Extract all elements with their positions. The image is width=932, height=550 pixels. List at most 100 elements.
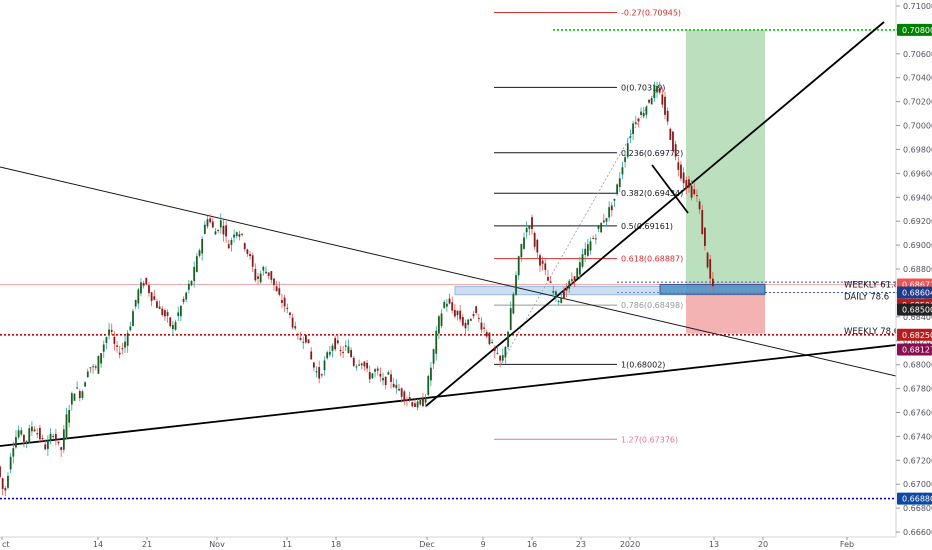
candle-body (411, 402, 414, 407)
candle-body (480, 322, 483, 330)
candle-body (533, 232, 536, 247)
candle-body (158, 306, 161, 309)
candle-body (140, 282, 142, 294)
fib-level-label: 1(0.68002) (621, 360, 665, 369)
candle-body (547, 276, 549, 281)
candle-body (624, 157, 626, 162)
candle-body (499, 355, 501, 361)
trend-line[interactable] (0, 166, 897, 377)
trend-line[interactable] (0, 344, 897, 447)
trend-line[interactable] (425, 21, 885, 407)
candle-body (472, 314, 475, 317)
candle-body (507, 331, 509, 347)
candle-body (254, 268, 257, 281)
candle-body (315, 371, 318, 373)
candle-body (586, 244, 589, 256)
candle-body (182, 298, 185, 302)
candle-body (302, 341, 305, 343)
candle-body (225, 225, 227, 237)
take-profit-zone[interactable] (686, 29, 765, 285)
candle-body (696, 195, 698, 197)
candle-body (584, 248, 587, 255)
candle-body (528, 225, 531, 229)
candle-body (1, 478, 4, 489)
price-tag-label: 0.68127 (902, 345, 932, 354)
candle-body (525, 228, 528, 233)
candle-body (15, 437, 17, 448)
candle-body (129, 326, 132, 331)
time-tick-label: Feb (840, 540, 854, 549)
candle-body (238, 234, 241, 237)
candle-body (342, 351, 345, 353)
candle-body (690, 185, 693, 198)
candle-body (430, 367, 432, 381)
candle-body (424, 398, 427, 403)
candle-body (153, 296, 156, 300)
candle-body (312, 362, 315, 368)
candle-body (172, 324, 174, 330)
candle-body (334, 338, 337, 350)
candle-body (241, 233, 243, 235)
candle-body (374, 369, 376, 372)
candle-body (278, 288, 281, 295)
candle-body (17, 430, 20, 438)
candle-body (485, 332, 488, 337)
candle-body (711, 278, 714, 287)
candle-body (523, 237, 525, 249)
candle-body (688, 179, 690, 188)
candle-body (406, 399, 408, 401)
candle-body (509, 308, 512, 331)
candle-body (187, 283, 190, 290)
candle-body (132, 311, 134, 327)
candle-body (246, 249, 249, 254)
candle-body (44, 444, 47, 450)
candle-body (257, 276, 259, 279)
level-label: WEEKLY 78.6 (844, 327, 899, 337)
candle-body (536, 239, 539, 253)
price-tag-label: 0.70800 (902, 26, 932, 35)
candle-body (198, 250, 201, 256)
candle-body (578, 262, 581, 275)
candle-body (360, 363, 363, 366)
fib-level-label: 0.382(0.69434) (621, 189, 683, 198)
candle-body (512, 293, 515, 314)
candle-body (400, 388, 403, 397)
candle-body (491, 342, 493, 344)
candle-body (49, 433, 52, 440)
candle-body (339, 350, 342, 352)
candle-body (645, 106, 648, 115)
candle-body (331, 345, 334, 351)
candle-body (97, 356, 100, 374)
time-tick-label: 21 (142, 540, 152, 549)
candle-body (65, 414, 68, 438)
candle-body (666, 110, 669, 122)
candle-body (36, 433, 39, 435)
time-tick-label: 2020 (620, 540, 640, 549)
candle-body (451, 302, 454, 311)
candle-body (86, 371, 89, 378)
candle-body (371, 373, 374, 379)
fib-level-label: -0.27(0.70945) (621, 9, 681, 18)
candle-body (648, 99, 650, 103)
candle-body (297, 334, 299, 336)
candle-body (323, 360, 326, 371)
candle-body (382, 377, 384, 381)
candle-body (52, 435, 55, 438)
candle-body (206, 219, 209, 227)
candle-body (350, 349, 353, 358)
price-tag (897, 343, 932, 356)
candle-body (464, 322, 467, 329)
candle-body (656, 86, 658, 93)
candle-body (632, 123, 634, 134)
candle-body (456, 310, 459, 315)
candle-body (28, 428, 31, 442)
trend-line[interactable] (651, 164, 689, 214)
